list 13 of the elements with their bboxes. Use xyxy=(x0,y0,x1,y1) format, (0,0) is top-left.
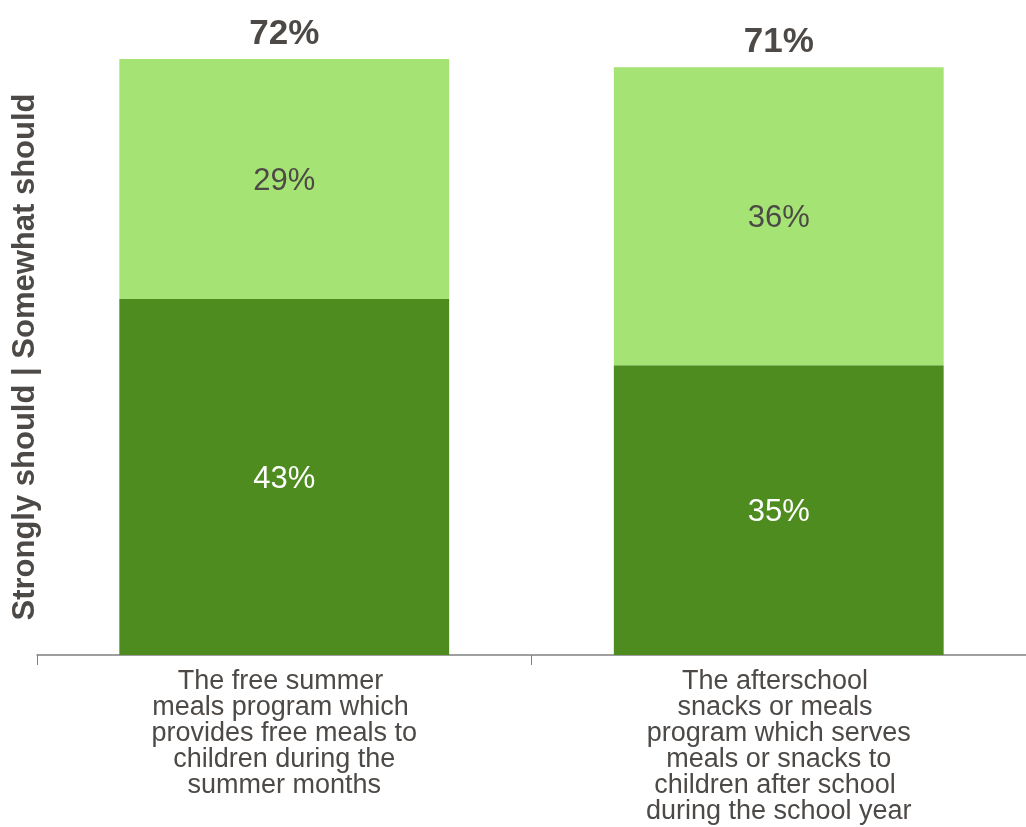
data-label: 36% xyxy=(747,198,810,234)
data-label: 29% xyxy=(253,161,316,197)
bar xyxy=(613,365,944,655)
data-label: 35% xyxy=(747,492,810,528)
bar xyxy=(119,59,450,300)
bar xyxy=(119,299,450,655)
total-label: 72% xyxy=(249,12,320,51)
y-axis-title: Strongly should | Somewhat should xyxy=(6,93,41,621)
total-label: 71% xyxy=(743,20,814,60)
x-tick-label: The free summer meals program which provides free meals to children during the summer months xyxy=(151,665,418,799)
x-tick-label: The afterschool snacks or meals program which serves meals or snacks to children after school during the school year xyxy=(645,665,912,825)
bar xyxy=(613,67,944,366)
data-label: 43% xyxy=(253,459,316,495)
